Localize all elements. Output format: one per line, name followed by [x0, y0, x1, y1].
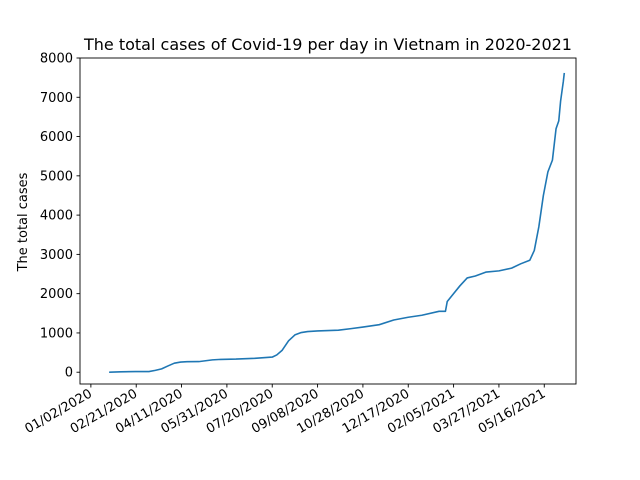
axes-frame [79, 57, 577, 385]
y-tick-label: 1000 [40, 326, 73, 341]
series-line-0 [109, 72, 566, 374]
chart-title: The total cases of Covid-19 per day in V… [83, 35, 572, 54]
y-tick-label: 3000 [40, 248, 73, 263]
y-tick-label: 5000 [40, 169, 73, 184]
y-tick-label: 8000 [40, 52, 73, 67]
y-tick-label: 0 [65, 366, 73, 381]
y-tick-label: 2000 [40, 287, 73, 302]
y-tick-label: 7000 [40, 91, 73, 106]
y-tick-label: 4000 [40, 209, 73, 224]
y-tick-label: 6000 [40, 130, 73, 145]
y-axis-label: The total cases [16, 172, 31, 272]
